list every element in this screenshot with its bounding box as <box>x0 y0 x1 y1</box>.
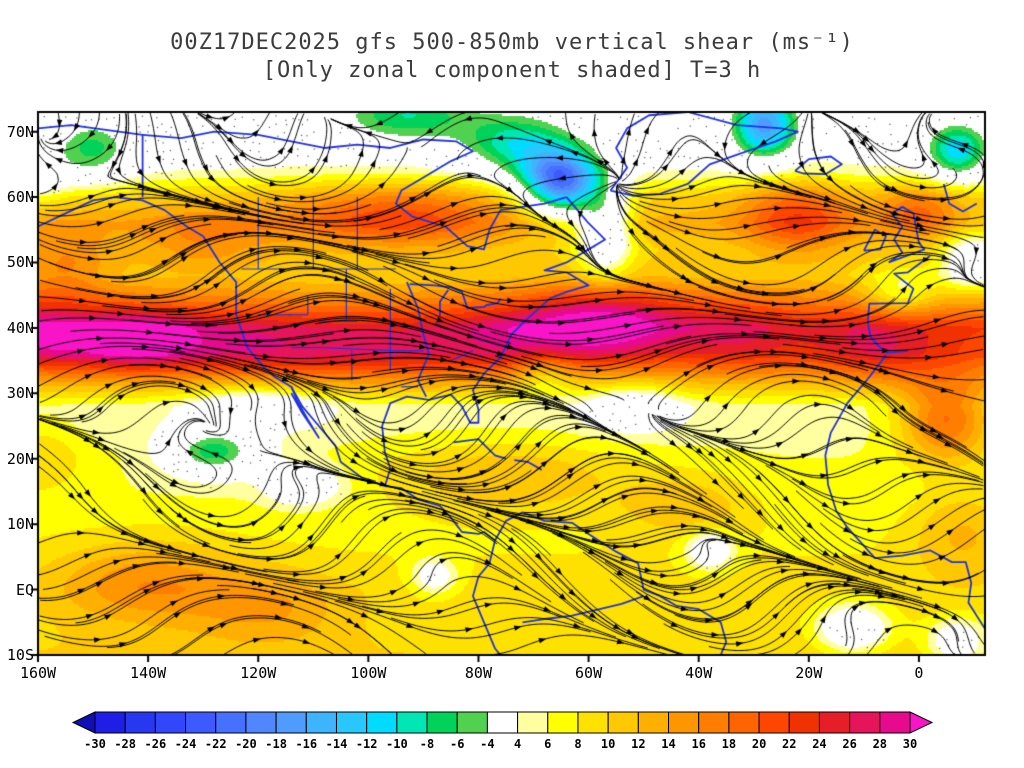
x-tick-label: 60W <box>575 664 603 682</box>
y-tick-label: 70N <box>6 122 34 141</box>
y-tick-label: 50N <box>6 253 34 272</box>
x-tick-label: 20W <box>795 664 823 682</box>
x-tick-label: 140W <box>130 664 167 682</box>
x-tick-label: 160W <box>19 664 57 682</box>
y-tick-label: 10S <box>6 646 34 664</box>
y-tick-label: EQ <box>15 580 34 599</box>
chart-subtitle: [Only zonal component shaded] T=3 h <box>262 58 762 83</box>
x-tick-label: 100W <box>350 664 387 682</box>
x-tick-label: 120W <box>240 664 277 682</box>
x-tick-label: 80W <box>464 664 492 682</box>
x-tick-label: 40W <box>685 664 713 682</box>
y-tick-label: 40N <box>6 318 34 337</box>
y-tick-label: 20N <box>6 449 34 468</box>
y-tick-label: 10N <box>6 515 34 534</box>
y-tick-label: 60N <box>6 188 34 207</box>
chart-title: 00Z17DEC2025 gfs 500-850mb vertical shea… <box>170 30 854 55</box>
x-tick-label: 0 <box>914 664 924 682</box>
y-tick-label: 30N <box>6 384 34 403</box>
